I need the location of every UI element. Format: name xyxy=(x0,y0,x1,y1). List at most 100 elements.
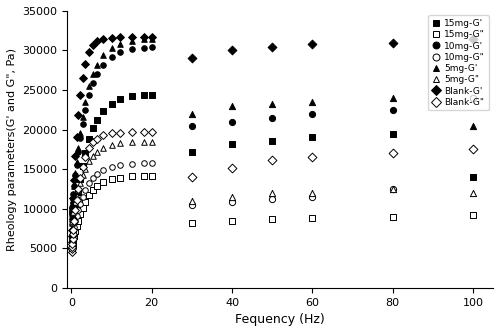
Point xyxy=(116,50,124,55)
Point xyxy=(78,164,86,169)
Point xyxy=(228,119,236,124)
Point xyxy=(94,136,102,141)
Point xyxy=(228,194,236,199)
Point xyxy=(68,236,76,242)
Point xyxy=(70,177,78,182)
Point xyxy=(72,159,80,165)
Point xyxy=(108,35,116,40)
Point xyxy=(86,192,94,197)
Point xyxy=(90,175,98,181)
Point xyxy=(78,164,86,169)
Point xyxy=(68,207,76,212)
Point xyxy=(72,171,80,176)
Point xyxy=(68,218,76,223)
Point xyxy=(76,93,84,98)
Point xyxy=(268,196,276,202)
Point xyxy=(70,183,78,189)
Point xyxy=(82,151,90,156)
Point xyxy=(90,80,98,86)
Point xyxy=(388,40,396,45)
Point xyxy=(100,145,108,151)
Point xyxy=(68,245,76,250)
Point xyxy=(70,192,78,198)
Point xyxy=(82,100,90,105)
Point xyxy=(68,244,76,249)
Point xyxy=(72,211,80,216)
Point xyxy=(70,205,78,210)
Point xyxy=(469,147,477,152)
Point xyxy=(268,44,276,49)
Point xyxy=(108,54,116,60)
Point xyxy=(116,35,124,40)
Point xyxy=(74,150,82,155)
Point xyxy=(90,140,98,145)
Point xyxy=(140,92,147,98)
Point xyxy=(74,113,82,118)
Point xyxy=(128,173,136,179)
Point xyxy=(72,199,80,204)
Point xyxy=(68,205,76,210)
Point xyxy=(308,194,316,199)
Point xyxy=(78,194,86,199)
Point xyxy=(268,216,276,222)
Point xyxy=(74,208,82,213)
Point xyxy=(76,175,84,180)
Point xyxy=(94,171,102,177)
Point xyxy=(74,186,82,192)
Point xyxy=(69,230,77,236)
Point xyxy=(82,166,90,171)
Point xyxy=(388,186,396,191)
Point xyxy=(72,224,80,229)
Point xyxy=(68,245,76,251)
Point xyxy=(228,141,236,147)
Point xyxy=(308,155,316,160)
Point xyxy=(68,215,76,220)
Point xyxy=(188,202,196,207)
Point xyxy=(68,220,76,226)
Point xyxy=(68,217,76,222)
Point xyxy=(188,220,196,225)
Point xyxy=(140,129,147,135)
Point xyxy=(140,173,147,178)
Point xyxy=(388,95,396,101)
Point xyxy=(70,228,78,233)
Point xyxy=(100,133,108,138)
Point xyxy=(469,95,477,101)
Point xyxy=(69,233,77,238)
Point xyxy=(148,34,156,40)
Point xyxy=(78,205,86,210)
Point xyxy=(469,95,477,101)
Point xyxy=(72,207,80,213)
Point xyxy=(90,125,98,131)
Point xyxy=(82,188,90,193)
Point xyxy=(70,219,78,224)
Point xyxy=(140,37,147,42)
Point xyxy=(68,233,76,238)
Point xyxy=(90,42,98,48)
Point xyxy=(308,135,316,140)
Point xyxy=(100,167,108,172)
Point xyxy=(188,149,196,155)
Point xyxy=(100,36,108,42)
Point xyxy=(69,239,77,245)
Point xyxy=(69,232,77,237)
Point xyxy=(72,228,80,234)
Point xyxy=(128,94,136,99)
Point xyxy=(68,207,76,212)
Point xyxy=(228,103,236,109)
Point xyxy=(72,162,80,167)
Point xyxy=(76,130,84,135)
Point xyxy=(68,243,76,249)
Point xyxy=(76,177,84,182)
Point xyxy=(68,216,76,221)
Point xyxy=(128,140,136,145)
Point xyxy=(74,145,82,151)
Point xyxy=(78,122,86,127)
Point xyxy=(140,139,147,145)
X-axis label: Fequency (Hz): Fequency (Hz) xyxy=(236,313,325,326)
Point xyxy=(100,108,108,114)
Point xyxy=(72,201,80,206)
Point xyxy=(76,180,84,185)
Point xyxy=(94,183,102,189)
Point xyxy=(86,83,94,89)
